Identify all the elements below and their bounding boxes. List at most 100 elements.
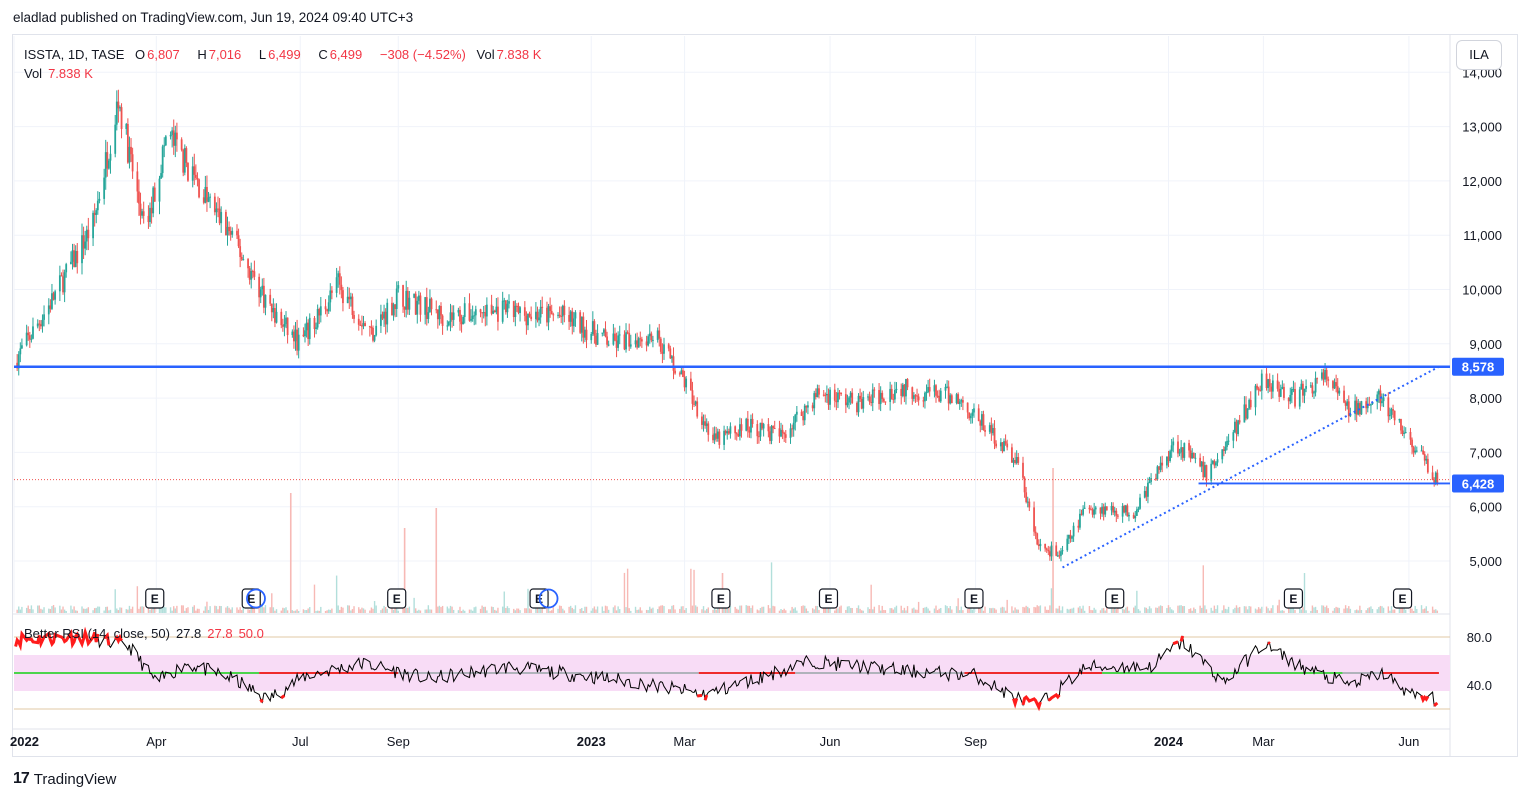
volume-bar xyxy=(1325,605,1328,613)
candle-body xyxy=(493,310,496,313)
volume-bar xyxy=(778,610,781,613)
candle-body xyxy=(701,416,703,425)
volume-bar xyxy=(581,608,583,613)
volume-bar xyxy=(1057,608,1059,613)
volume-bar xyxy=(41,609,44,613)
candle-body xyxy=(607,344,610,346)
trendline xyxy=(1062,365,1440,569)
symbol-label[interactable]: ISSTA, 1D, TASE xyxy=(24,47,125,62)
volume-bar xyxy=(392,609,395,613)
candle-body xyxy=(1033,507,1035,532)
candle-body xyxy=(707,423,710,435)
rsi-name[interactable]: Better RSI (14, close, 50) xyxy=(24,626,170,641)
volume-bar xyxy=(384,607,387,613)
volume-bar xyxy=(702,606,705,613)
volume-bar xyxy=(1050,588,1053,613)
volume-bar xyxy=(1398,607,1401,613)
volume-bar xyxy=(514,610,517,613)
volume-bar xyxy=(935,605,937,613)
candle-body xyxy=(294,329,297,342)
candle-body xyxy=(636,340,639,348)
candle-body xyxy=(1147,482,1149,497)
volume-bar xyxy=(1259,608,1261,613)
volume-bar xyxy=(275,609,278,613)
candle-body xyxy=(549,306,552,311)
volume-bar xyxy=(990,608,993,613)
candle-body xyxy=(792,422,795,430)
candle-body xyxy=(1366,404,1369,409)
volume-bar xyxy=(557,608,559,613)
candle-body xyxy=(172,130,175,146)
tradingview-logo[interactable]: 17 TradingView xyxy=(13,770,116,788)
volume-bar xyxy=(418,609,420,613)
candle-body xyxy=(62,276,64,293)
candle-body xyxy=(1072,525,1075,537)
volume-bar xyxy=(217,609,219,613)
volume-bar xyxy=(668,609,670,613)
volume-bar xyxy=(993,608,996,613)
candle-body xyxy=(1199,457,1202,467)
volume-bar xyxy=(579,608,581,613)
candle-body xyxy=(417,295,420,301)
rsi-tick-label: 80.0 xyxy=(1467,630,1492,645)
candle-body xyxy=(209,196,212,198)
volume-bar xyxy=(944,605,947,613)
candle-body xyxy=(1191,452,1194,459)
volume-bar xyxy=(73,606,75,613)
volume-bar xyxy=(160,606,162,613)
candle-body xyxy=(1166,456,1168,466)
candle-body xyxy=(501,300,504,322)
candle-body xyxy=(1227,440,1230,442)
volume-bar xyxy=(1202,565,1204,613)
candle-body xyxy=(1314,378,1317,393)
candle-body xyxy=(28,335,31,340)
volume-bar xyxy=(723,607,725,613)
volume-bar xyxy=(294,610,297,613)
candle-body xyxy=(947,386,950,404)
candle-body xyxy=(807,405,809,408)
candle-body xyxy=(85,229,88,242)
candle-body xyxy=(120,107,123,130)
candle-body xyxy=(696,401,699,417)
candle-body xyxy=(359,324,362,326)
volume-bar xyxy=(694,605,697,613)
volume-bar xyxy=(604,605,607,613)
volume-bar xyxy=(707,607,709,613)
candle-body xyxy=(1213,460,1216,466)
tradingview-logo-icon: 17 xyxy=(13,770,30,787)
rsi-tick-label: 40.0 xyxy=(1467,678,1492,693)
candle-body xyxy=(1145,490,1148,497)
candle-body xyxy=(392,304,395,316)
volume-bar xyxy=(759,608,762,613)
volume-bar xyxy=(218,605,221,613)
volume-bar xyxy=(286,610,289,613)
candle-body xyxy=(1067,534,1070,539)
volume-bar xyxy=(127,609,129,613)
volume-bar xyxy=(562,608,564,613)
candle-body xyxy=(612,333,615,345)
volume-bar xyxy=(71,609,74,613)
volume-bar xyxy=(1121,608,1124,613)
candle-body xyxy=(1259,389,1262,391)
candle-body xyxy=(153,187,156,202)
rsi-extreme xyxy=(1267,641,1271,645)
candle-body xyxy=(596,333,599,345)
volume-bar xyxy=(1261,606,1263,613)
volume-bar xyxy=(1144,607,1146,613)
candle-body xyxy=(21,345,23,349)
volume-bar xyxy=(968,607,970,613)
candle-body xyxy=(427,312,430,319)
candle-body xyxy=(1358,403,1361,415)
candle-body xyxy=(569,311,572,322)
volume-bar xyxy=(1403,605,1405,613)
volume-bar xyxy=(750,607,752,613)
volume-bar xyxy=(48,608,50,613)
currency-button[interactable]: ILA xyxy=(1456,40,1502,70)
candle-body xyxy=(827,393,830,405)
candle-body xyxy=(490,304,493,314)
candle-body xyxy=(740,424,743,431)
volume-bar xyxy=(728,605,730,613)
volume-bar xyxy=(408,606,411,613)
candle-body xyxy=(889,388,892,402)
